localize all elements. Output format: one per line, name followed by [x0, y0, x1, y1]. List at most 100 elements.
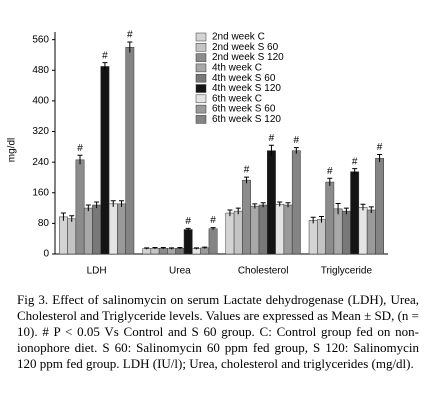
bar [208, 228, 218, 255]
legend-label: 4th week C [212, 63, 262, 74]
significance-marker: # [127, 30, 133, 41]
error-bar [169, 247, 175, 250]
error-bar [318, 215, 324, 223]
significance-marker: # [210, 215, 216, 226]
bar [200, 247, 210, 255]
bar [250, 205, 260, 255]
y-axis-label: mg/dl [7, 138, 18, 162]
bar [366, 209, 376, 255]
error-bar [185, 227, 191, 231]
error-bar [85, 204, 91, 212]
bar [225, 212, 235, 255]
error-bar [252, 203, 258, 209]
y-tick-label: 0 [43, 249, 49, 260]
bar [75, 159, 85, 255]
bar [283, 204, 293, 255]
bar [83, 207, 93, 255]
significance-marker: # [294, 135, 300, 146]
error-bar [293, 147, 299, 154]
bar [59, 216, 68, 255]
y-tick-label: 480 [32, 65, 49, 76]
bar [333, 208, 343, 255]
error-bar [268, 144, 274, 157]
error-bar [127, 41, 133, 53]
legend-swatch [195, 63, 207, 73]
significance-marker: # [352, 156, 358, 167]
error-bar [285, 202, 291, 208]
significance-marker: # [377, 142, 383, 153]
error-bar [110, 200, 116, 207]
bar [125, 47, 135, 255]
bar [175, 248, 185, 255]
bar [233, 210, 243, 255]
x-tick-label: Cholesterol [238, 266, 289, 277]
error-bar [177, 246, 183, 250]
bar [358, 207, 368, 255]
significance-marker: # [102, 50, 108, 61]
error-bar [368, 206, 374, 214]
error-bar [277, 201, 283, 207]
error-bar [260, 202, 266, 208]
x-tick-label: Triglyceride [321, 266, 373, 277]
significance-marker: # [327, 166, 333, 177]
error-bar [227, 209, 233, 217]
error-bar [160, 246, 166, 250]
bar [167, 248, 176, 255]
legend-swatch [195, 43, 207, 52]
y-tick-label: 400 [32, 96, 49, 107]
error-bar [210, 227, 216, 230]
bar [317, 219, 326, 255]
legend-label: 6th week S 120 [212, 114, 281, 125]
error-bar [352, 168, 358, 175]
legend-swatch [195, 84, 207, 93]
error-bar [360, 203, 366, 211]
y-tick-label: 160 [32, 187, 49, 198]
legend-swatch [195, 73, 207, 83]
error-bar [119, 200, 125, 207]
bar [192, 248, 201, 255]
bar [242, 179, 251, 255]
legend-label: 6th week C [212, 93, 262, 104]
significance-marker: # [244, 165, 250, 176]
bar [158, 248, 168, 255]
legend-swatch [195, 32, 207, 42]
bar [325, 181, 335, 255]
bar [183, 229, 193, 255]
error-bar [343, 207, 349, 215]
y-tick-label: 240 [32, 157, 49, 168]
legend-label: 4th week S 60 [212, 73, 276, 84]
error-bar [193, 247, 199, 250]
bar [258, 204, 268, 255]
error-bar [235, 207, 241, 215]
x-tick-label: LDH [87, 266, 107, 277]
error-bar [144, 247, 150, 250]
bar [341, 210, 351, 255]
bar [150, 248, 160, 255]
error-bar [60, 212, 66, 221]
significance-marker: # [77, 143, 83, 154]
legend-swatch [195, 94, 207, 104]
bar [375, 158, 384, 255]
error-bar [102, 62, 108, 71]
error-bar [69, 215, 75, 222]
legend-label: 6th week S 60 [212, 104, 276, 115]
caption: Fig 3. Effect of salinomycin on serum La… [17, 292, 419, 371]
legend-label: 4th week S 120 [212, 83, 281, 94]
bar [67, 218, 77, 255]
legend-swatch [195, 104, 207, 114]
bar [308, 220, 318, 255]
error-bar [310, 216, 316, 224]
bar [92, 204, 102, 255]
error-bar [244, 176, 250, 184]
significance-marker: # [185, 216, 191, 227]
error-bar [202, 246, 208, 249]
legend-label: 2nd week S 120 [212, 52, 284, 63]
y-tick-label: 80 [38, 218, 50, 229]
significance-marker: # [269, 133, 275, 144]
bar [350, 171, 360, 255]
x-tick-label: Urea [169, 266, 191, 277]
error-bar [77, 154, 83, 165]
bar [108, 203, 118, 255]
error-bar [94, 201, 100, 209]
